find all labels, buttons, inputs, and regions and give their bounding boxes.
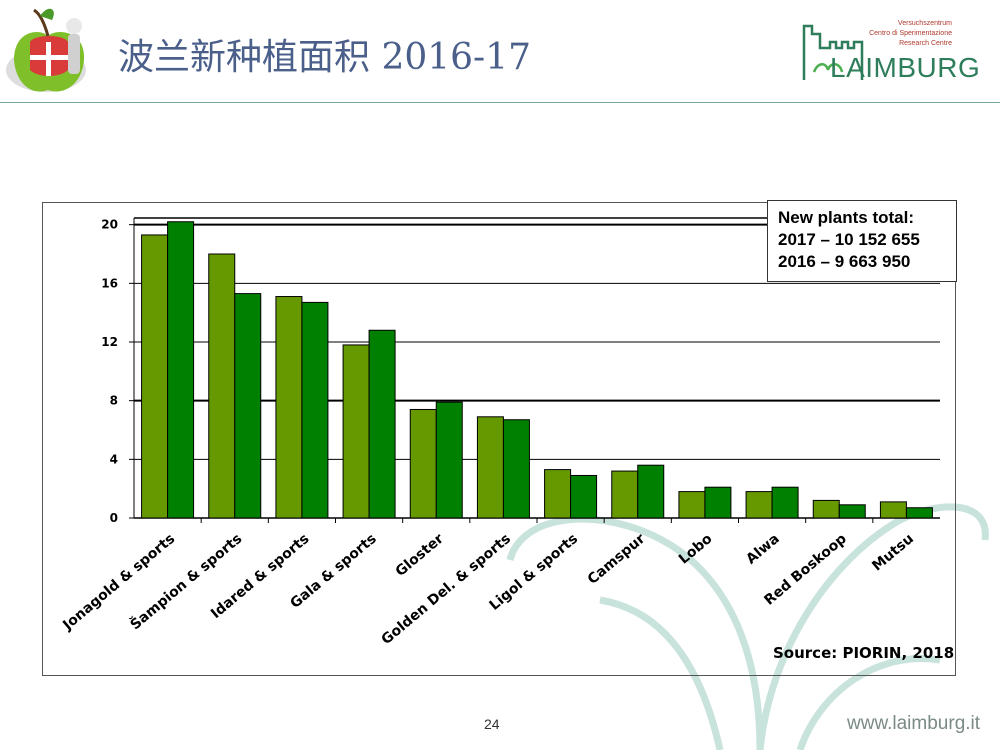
y-tick-label: 4 <box>110 452 118 466</box>
bar <box>544 469 572 519</box>
brand-name: LAIMBURG <box>830 52 981 83</box>
bar <box>771 486 799 519</box>
totals-2016: 2016 – 9 663 950 <box>778 252 911 271</box>
bar <box>409 408 437 519</box>
brand-line-3: Research Centre <box>899 40 952 47</box>
bar <box>342 344 370 519</box>
chart-frame <box>42 202 956 676</box>
page-number: 24 <box>484 716 500 732</box>
bar <box>745 491 773 519</box>
x-tick-label: Jonagold & sports <box>59 531 178 634</box>
x-tick-label: Lobo <box>676 531 716 568</box>
castle-icon <box>802 24 864 80</box>
bar <box>611 470 639 519</box>
bar <box>435 401 463 519</box>
bar <box>704 486 732 519</box>
source-note: Source: PIORIN, 2018 <box>773 644 955 662</box>
bar <box>678 491 706 519</box>
bar <box>275 296 303 519</box>
bar <box>838 504 866 519</box>
bar <box>141 234 169 519</box>
bar <box>812 499 840 519</box>
y-tick-label: 12 <box>101 335 118 349</box>
bar <box>476 416 504 519</box>
x-tick-label: Gloster <box>393 531 447 580</box>
header-divider <box>0 102 1000 103</box>
totals-heading: New plants total: <box>778 208 915 227</box>
bar <box>905 507 933 519</box>
bar <box>368 329 396 519</box>
x-tick-label: Šampion & sports <box>126 529 245 633</box>
bar <box>637 464 665 519</box>
bar <box>208 253 236 519</box>
bar <box>234 293 262 519</box>
y-tick-label: 20 <box>101 218 118 232</box>
y-tick-label: 8 <box>110 394 118 408</box>
slide-title: 波兰新种植面积 2016-17 <box>118 37 532 78</box>
bar <box>570 474 598 519</box>
x-tick-label: Mutsu <box>869 531 917 575</box>
x-tick-label: Alwa <box>743 531 782 568</box>
brand-line-1: Versuchszentrum <box>897 20 952 27</box>
brand-line-2: Centro di Sperimentazione <box>869 30 952 37</box>
apple-logo-image <box>6 8 86 92</box>
bar <box>301 301 329 519</box>
laimburg-logo: Versuchszentrum Centro di Sperimentazion… <box>800 18 980 86</box>
bar <box>502 419 530 519</box>
x-tick-label: Camspur <box>585 531 649 588</box>
totals-box: New plants total: 2017 – 10 152 655 2016… <box>767 200 957 282</box>
bar <box>167 221 195 519</box>
y-tick-label: 0 <box>110 511 118 525</box>
x-tick-label: Golden Del. & sports <box>379 531 514 648</box>
totals-2017: 2017 – 10 152 655 <box>778 230 920 249</box>
bar <box>879 501 907 519</box>
y-tick-label: 16 <box>101 276 118 290</box>
website-link[interactable]: www.laimburg.it <box>847 713 981 734</box>
